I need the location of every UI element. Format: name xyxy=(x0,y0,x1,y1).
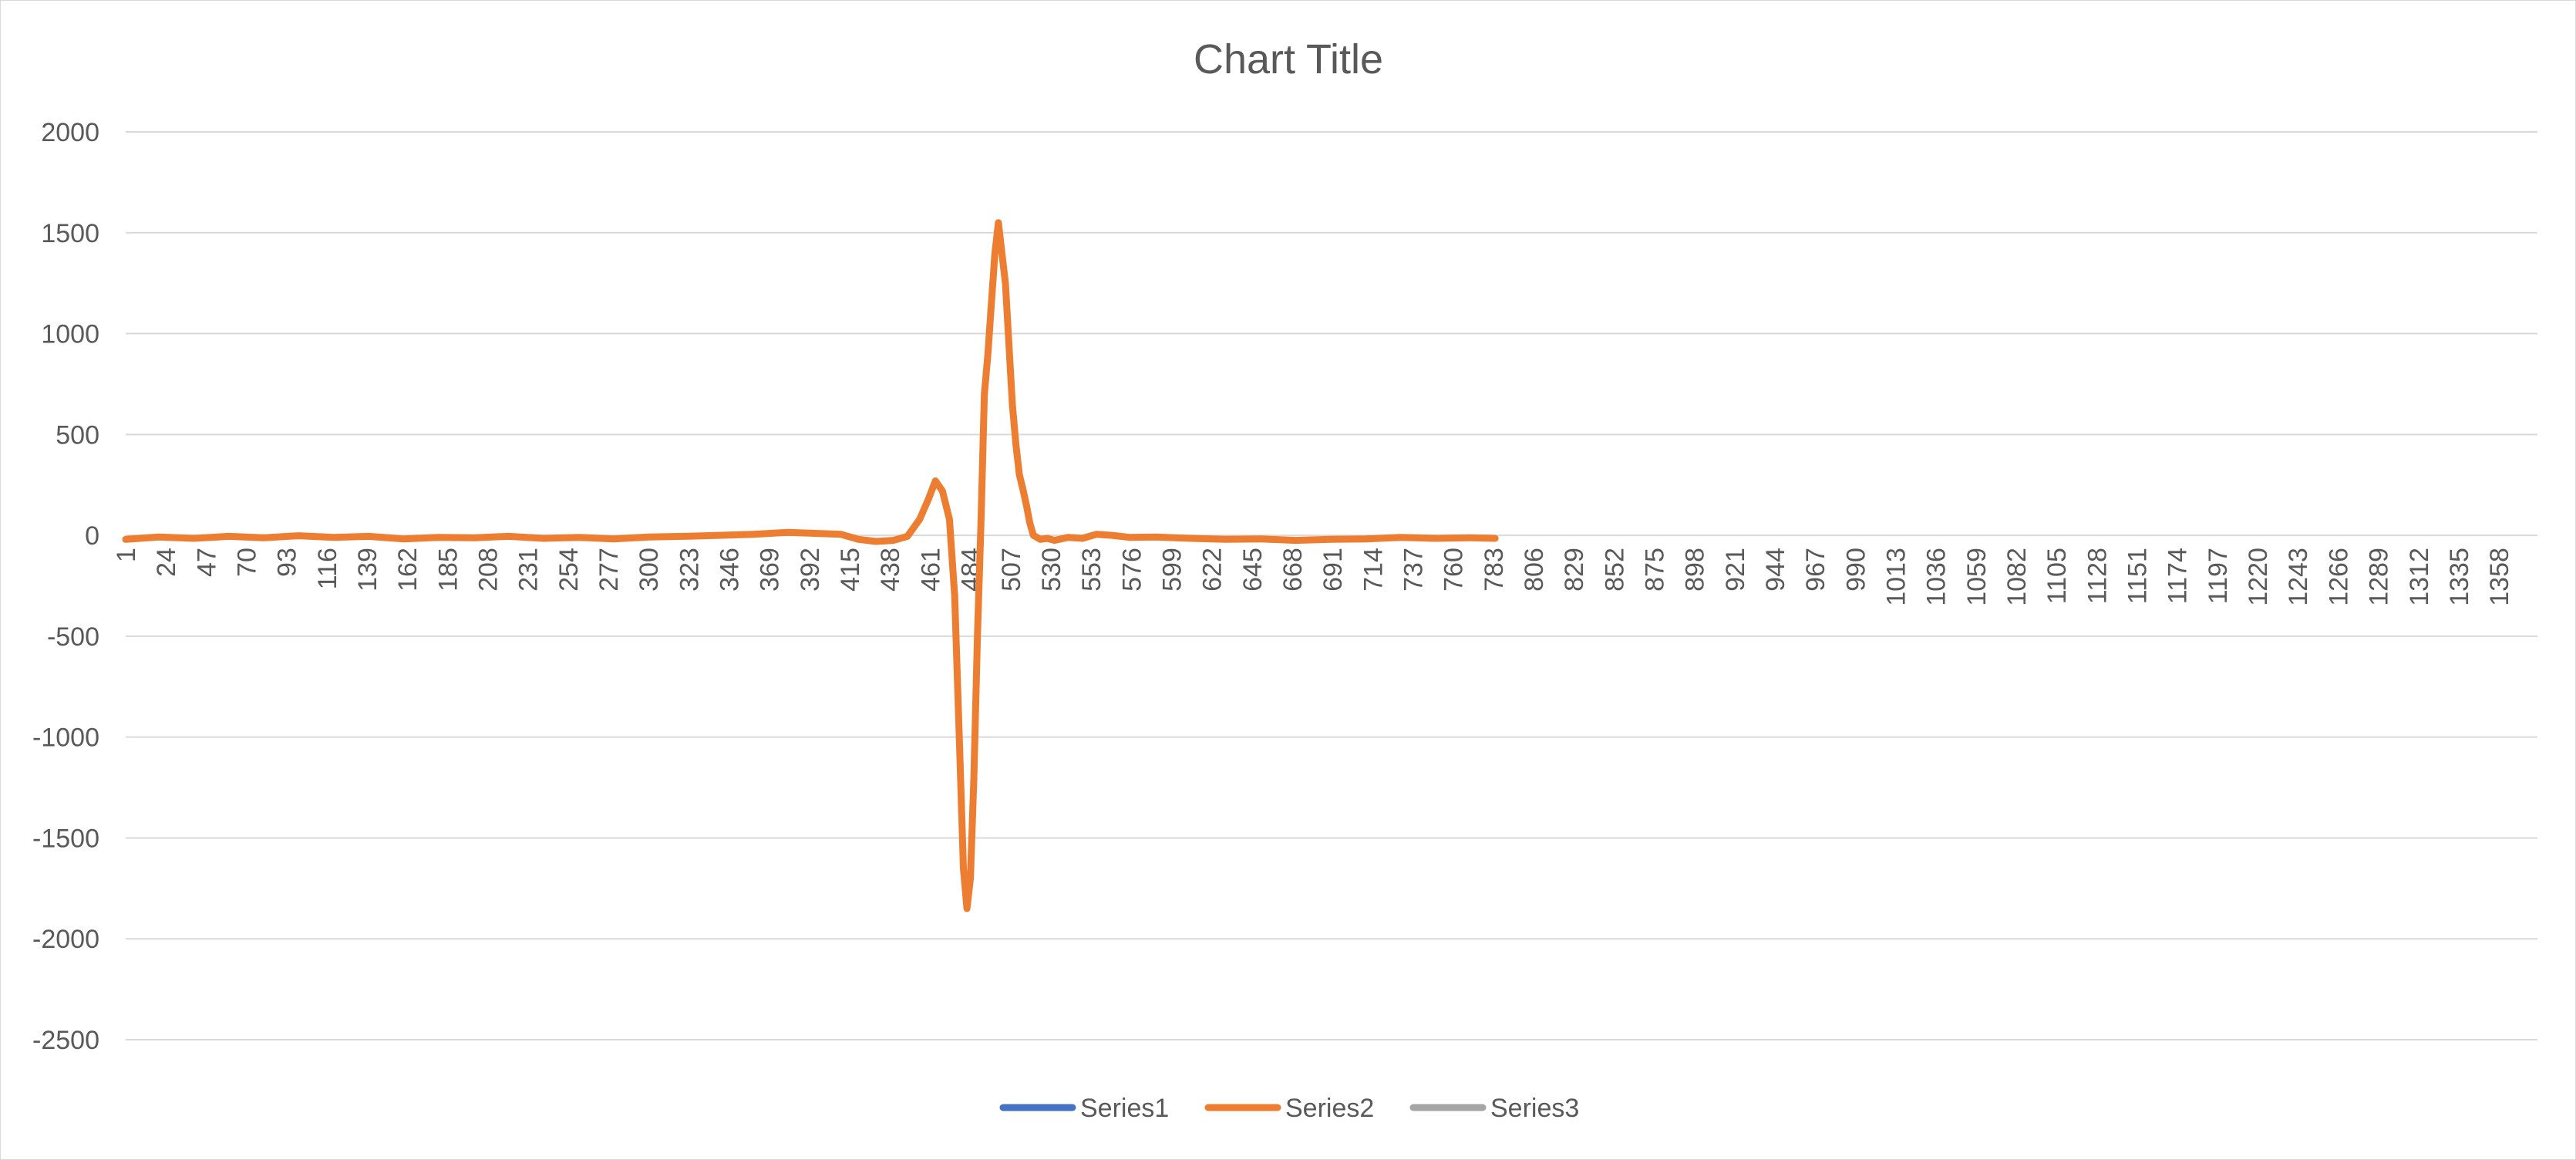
y-tick-label: -1000 xyxy=(32,723,99,753)
x-tick-label: 806 xyxy=(1520,548,1549,592)
x-tick-label: 714 xyxy=(1359,548,1388,592)
x-tick-label: 737 xyxy=(1399,548,1428,592)
x-tick-label: 829 xyxy=(1560,548,1589,592)
x-tick-label: 852 xyxy=(1600,548,1629,592)
x-axis-ticks: 1 24 47 70 93 116 139 162 185 208 231 254 277 300 323 3… xyxy=(112,548,2514,606)
y-axis-ticks: 2000 1500 1000 500 0 -500 -1000 -1500 -2000 -2500 xyxy=(32,118,99,1055)
x-tick-label: 875 xyxy=(1641,548,1670,592)
x-tick-label: 116 xyxy=(313,548,342,589)
x-tick-label: 921 xyxy=(1721,548,1750,592)
x-tick-label: 599 xyxy=(1157,548,1187,592)
x-tick-label: 576 xyxy=(1117,548,1147,592)
x-tick-label: 1105 xyxy=(2042,548,2072,604)
x-tick-label: 392 xyxy=(796,548,825,592)
x-tick-label: 1174 xyxy=(2164,548,2193,604)
x-tick-label: 1128 xyxy=(2083,548,2112,604)
x-tick-label: 668 xyxy=(1278,548,1308,592)
y-tick-label: 1500 xyxy=(41,219,99,248)
x-tick-label: 139 xyxy=(353,548,382,592)
x-tick-label: 300 xyxy=(635,548,664,592)
y-tick-label: 2000 xyxy=(41,118,99,147)
x-tick-label: 691 xyxy=(1318,548,1348,592)
x-tick-label: 1335 xyxy=(2445,548,2474,606)
x-tick-label: 645 xyxy=(1238,548,1268,592)
x-tick-label: 254 xyxy=(554,548,584,592)
x-tick-label: 1243 xyxy=(2284,548,2313,606)
legend-label: Series3 xyxy=(1490,1094,1579,1123)
y-tick-label: -1500 xyxy=(32,824,99,853)
x-tick-label: 208 xyxy=(474,548,503,592)
x-tick-label: 1220 xyxy=(2244,548,2273,606)
legend: Series1 Series2 Series3 xyxy=(999,1094,1579,1123)
x-tick-label: 93 xyxy=(273,548,302,577)
y-tick-label: -500 xyxy=(47,622,99,652)
x-tick-label: 898 xyxy=(1681,548,1710,592)
chart-title: Chart Title xyxy=(1194,36,1383,83)
x-tick-label: 185 xyxy=(433,548,463,592)
x-tick-label: 530 xyxy=(1037,548,1066,592)
x-tick-label: 1197 xyxy=(2204,548,2233,604)
x-tick-label: 438 xyxy=(876,548,905,592)
x-tick-label: 990 xyxy=(1841,548,1871,592)
x-tick-label: 346 xyxy=(716,548,745,592)
x-tick-label: 553 xyxy=(1077,548,1106,592)
y-tick-label: 0 xyxy=(85,521,99,551)
x-tick-label: 47 xyxy=(192,548,221,577)
x-tick-label: 1289 xyxy=(2365,548,2394,606)
x-tick-label: 783 xyxy=(1480,548,1509,592)
x-tick-label: 1036 xyxy=(1922,548,1951,606)
legend-label: Series1 xyxy=(1080,1094,1169,1123)
y-tick-label: -2000 xyxy=(32,925,99,954)
x-tick-label: 277 xyxy=(594,548,624,592)
x-tick-label: 1312 xyxy=(2405,548,2434,606)
y-tick-label: 1000 xyxy=(41,320,99,349)
x-tick-label: 944 xyxy=(1761,548,1790,592)
x-tick-label: 415 xyxy=(836,548,865,592)
x-tick-label: 1266 xyxy=(2324,548,2353,606)
x-tick-label: 162 xyxy=(393,548,423,592)
x-tick-label: 323 xyxy=(675,548,704,592)
x-tick-label: 1 xyxy=(112,548,141,562)
series-line-series2 xyxy=(122,219,1499,912)
legend-label: Series2 xyxy=(1285,1094,1374,1123)
x-tick-label: 760 xyxy=(1440,548,1469,592)
series-lines xyxy=(122,219,1499,912)
x-tick-label: 507 xyxy=(997,548,1026,592)
x-tick-label: 1059 xyxy=(1962,548,1992,606)
x-tick-label: 231 xyxy=(514,548,544,592)
x-tick-label: 461 xyxy=(916,548,945,592)
y-tick-label: 500 xyxy=(56,420,99,450)
x-tick-label: 1013 xyxy=(1882,548,1911,606)
x-tick-label: 369 xyxy=(756,548,785,592)
x-tick-label: 1151 xyxy=(2123,548,2153,604)
x-tick-label: 1082 xyxy=(2002,548,2032,606)
x-tick-label: 1358 xyxy=(2485,548,2514,606)
x-tick-label: 967 xyxy=(1801,548,1830,592)
gridlines xyxy=(126,131,2537,1040)
x-tick-label: 24 xyxy=(152,548,181,577)
y-tick-label: -2500 xyxy=(32,1026,99,1055)
x-tick-label: 70 xyxy=(233,548,262,577)
x-tick-label: 622 xyxy=(1198,548,1227,592)
